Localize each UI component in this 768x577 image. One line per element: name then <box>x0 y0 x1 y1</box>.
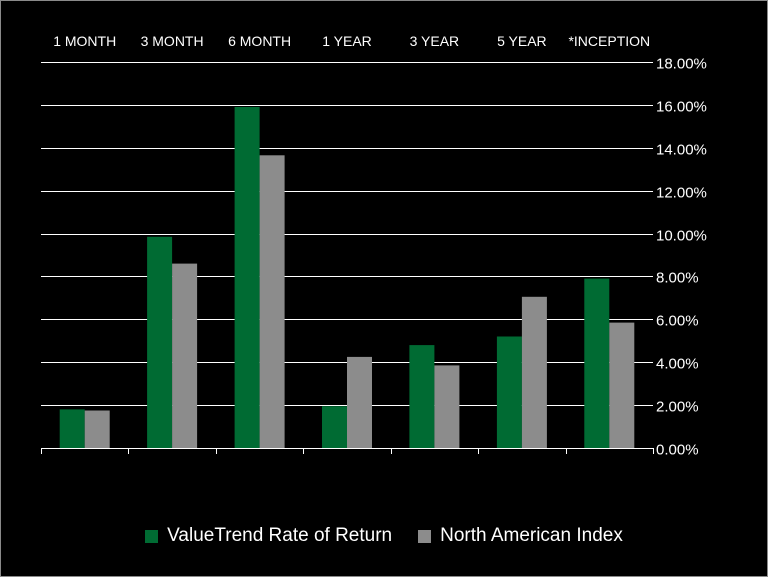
bar-series-1 <box>322 406 347 448</box>
bar-chart: 0.00% 2.00% 4.00% 6.00% 8.00% 10.00% 12.00% 14.… <box>41 33 707 459</box>
y-tick-label: 16.00% <box>656 99 707 116</box>
bar-series-2 <box>84 410 110 448</box>
bar-series-2 <box>259 155 285 449</box>
category-label: 3 YEAR <box>410 33 460 49</box>
y-tick-label: 14.00% <box>656 142 707 159</box>
y-tick-label: 6.00% <box>656 313 699 330</box>
category-label: 1 YEAR <box>322 33 372 49</box>
x-axis <box>41 448 654 454</box>
y-tick-label: 2.00% <box>656 399 699 416</box>
bar-series-1 <box>234 107 260 448</box>
bar-series-2 <box>347 356 372 448</box>
y-tick-label: 8.00% <box>656 270 699 287</box>
bar-series-1 <box>496 336 522 448</box>
y-tick-label: 4.00% <box>656 356 699 373</box>
y-tick-label: 0.00% <box>656 442 699 459</box>
bar-series-1 <box>409 345 435 448</box>
bar-series-2 <box>521 296 547 448</box>
legend-label-series-1: ValueTrend Rate of Return <box>167 525 393 546</box>
category-label: 3 MONTH <box>141 33 204 49</box>
y-axis-ticks: 0.00% 2.00% 4.00% 6.00% 8.00% 10.00% 12.00% 14.… <box>656 56 707 459</box>
y-tick-label: 18.00% <box>656 56 707 73</box>
bar-series-1 <box>147 236 173 448</box>
category-labels: 1 MONTH 3 MONTH 6 MONTH 1 YEAR 3 YEAR 5 YEAR *… <box>53 33 650 49</box>
legend-label-series-2: North American Index <box>440 525 623 546</box>
bar-series-1 <box>584 278 610 448</box>
y-tick-label: 10.00% <box>656 228 707 245</box>
bar-series-1 <box>59 409 85 448</box>
legend-swatch-series-2 <box>418 529 432 543</box>
legend-item-series-1: ValueTrend Rate of Return <box>145 525 392 547</box>
legend-swatch-series-1 <box>145 529 159 543</box>
category-label: *INCEPTION <box>568 33 650 49</box>
y-tick-label: 12.00% <box>656 185 707 202</box>
legend: ValueTrend Rate of Return North American… <box>1 521 767 551</box>
legend-item-series-2: North American Index <box>418 525 623 547</box>
gridlines <box>41 62 653 406</box>
bar-series-2 <box>434 365 460 448</box>
category-label: 6 MONTH <box>228 33 291 49</box>
bar-series-2 <box>609 322 635 448</box>
bar-series-2 <box>172 263 198 448</box>
bars <box>59 107 635 449</box>
category-label: 1 MONTH <box>53 33 116 49</box>
category-label: 5 YEAR <box>497 33 547 49</box>
